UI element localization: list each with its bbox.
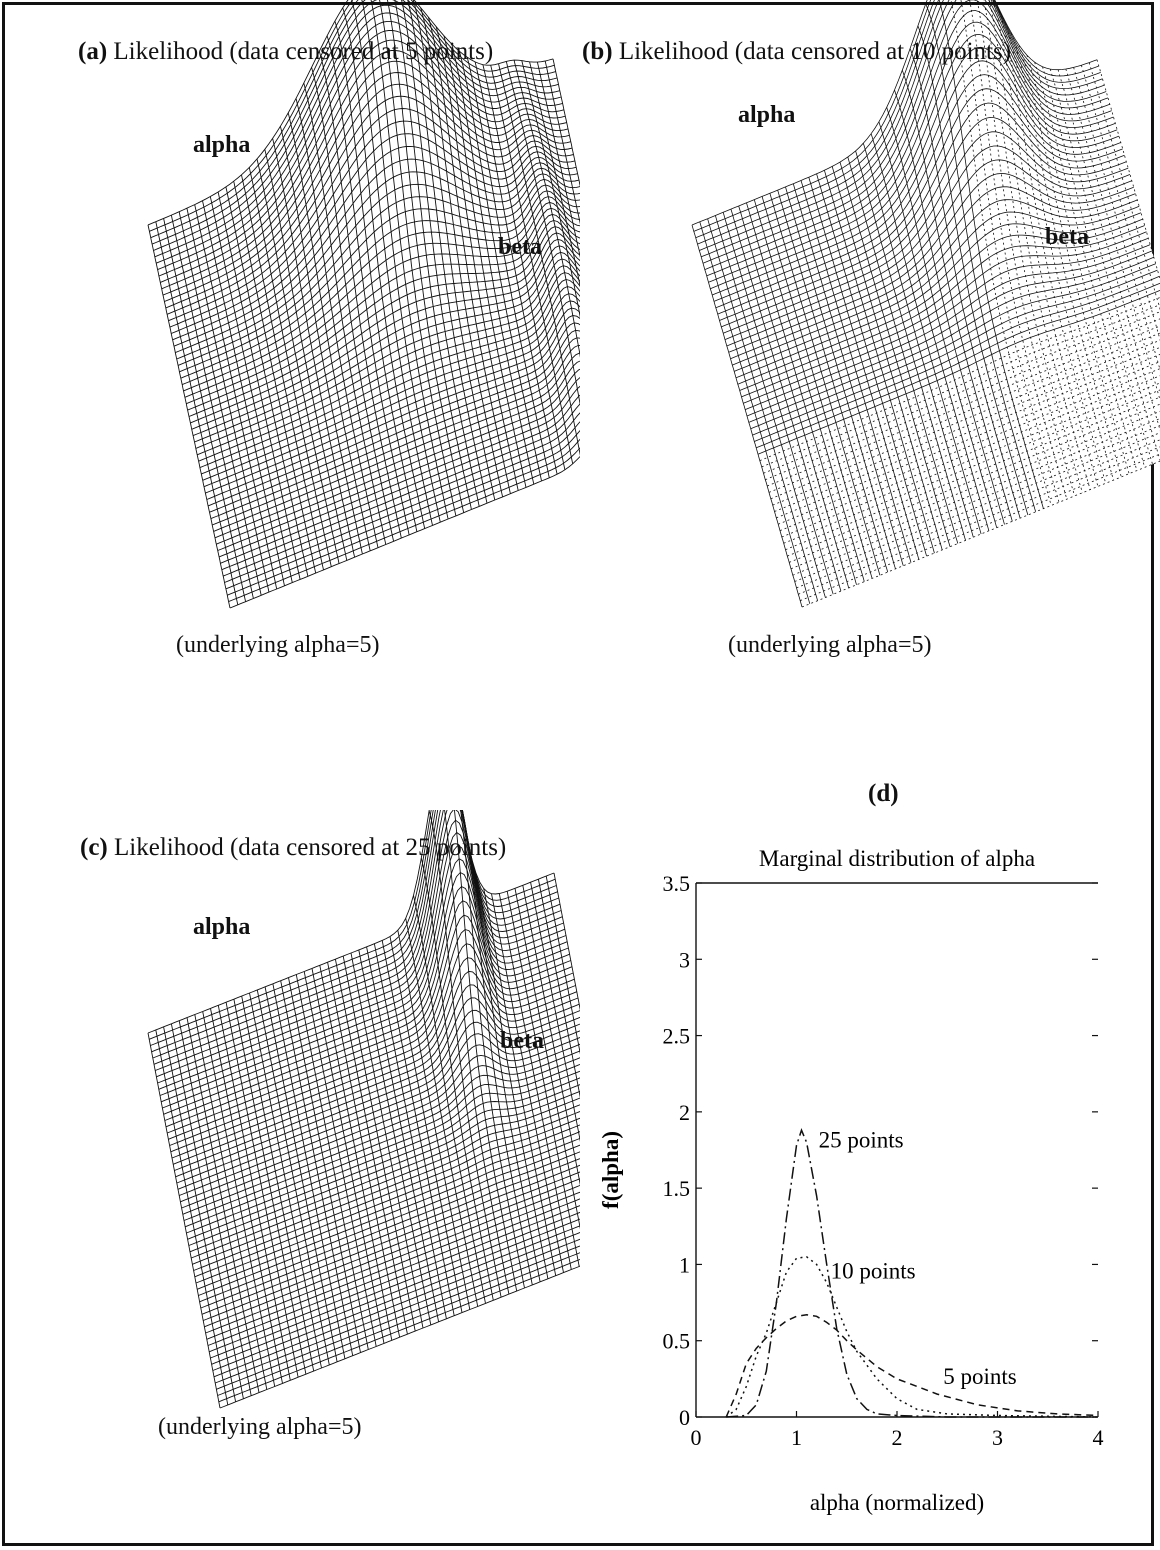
series-annotation: 25 points bbox=[819, 1127, 904, 1152]
panel-a-letter: (a) bbox=[78, 38, 108, 65]
x-tick-label: 4 bbox=[1093, 1425, 1104, 1450]
y-tick-label: 0 bbox=[679, 1405, 690, 1430]
panel-d: (d) Marginal distribution of alpha 0 0.5 1 1… bbox=[580, 780, 1160, 1550]
panel-b: (b) Likelihood (data censored at 10 poin… bbox=[580, 0, 1160, 720]
panel-a: (a) Likelihood (data censored at 5 point… bbox=[0, 0, 580, 720]
series-line-5-points bbox=[725, 1314, 1099, 1418]
panel-b-title-text: Likelihood (data censored at 10 points) bbox=[618, 38, 1012, 65]
chart-title: Marginal distribution of alpha bbox=[759, 846, 1035, 871]
panel-c-alpha-label: alpha bbox=[193, 914, 251, 940]
panel-c-note: (underlying alpha=5) bbox=[158, 1414, 362, 1440]
surface-plot-c bbox=[147, 810, 580, 1409]
surface-mesh bbox=[147, 810, 580, 1409]
panel-c: (c) Likelihood (data censored at 25 poin… bbox=[0, 810, 580, 1530]
series-annotation: 10 points bbox=[831, 1259, 916, 1284]
x-tick-label: 2 bbox=[892, 1425, 903, 1450]
surface-mesh bbox=[147, 0, 580, 609]
panel-b-alpha-label: alpha bbox=[738, 102, 796, 128]
panel-c-beta-label: beta bbox=[500, 1028, 544, 1054]
panel-b-note: (underlying alpha=5) bbox=[728, 632, 932, 658]
y-axis-label: f(alpha) bbox=[598, 1131, 623, 1209]
marginal-chart: Marginal distribution of alpha 0 0.5 1 1.5 2 2… bbox=[598, 846, 1104, 1515]
series-annotation: 5 points bbox=[943, 1364, 1017, 1389]
y-tick-label: 0.5 bbox=[663, 1329, 691, 1354]
panel-a-beta-label: beta bbox=[498, 234, 542, 260]
panel-d-letter: (d) bbox=[868, 780, 899, 807]
surface-plot-a bbox=[147, 0, 580, 609]
y-tick-label: 3 bbox=[679, 947, 690, 972]
series-line-25-points bbox=[726, 1128, 1098, 1418]
panel-b-title: (b) Likelihood (data censored at 10 poin… bbox=[582, 38, 1011, 66]
y-tick-label: 1.5 bbox=[663, 1176, 691, 1201]
panel-c-letter: (c) bbox=[80, 834, 108, 861]
y-tick-label: 1 bbox=[679, 1252, 690, 1277]
x-tick-label: 0 bbox=[691, 1425, 702, 1450]
surface-plot-b bbox=[691, 0, 1160, 608]
panel-a-note: (underlying alpha=5) bbox=[176, 632, 380, 658]
panel-a-alpha-label: alpha bbox=[193, 132, 251, 158]
panel-b-beta-label: beta bbox=[1045, 224, 1089, 250]
y-tick-label: 2 bbox=[679, 1100, 690, 1125]
x-axis-label: alpha (normalized) bbox=[810, 1490, 984, 1515]
panel-b-letter: (b) bbox=[582, 38, 613, 65]
y-tick-label: 3.5 bbox=[663, 871, 691, 896]
series-line-10-points bbox=[725, 1256, 1099, 1418]
x-tick-label: 3 bbox=[992, 1425, 1003, 1450]
x-tick-label: 1 bbox=[791, 1425, 802, 1450]
surface-mesh bbox=[691, 0, 1160, 608]
y-tick-label: 2.5 bbox=[663, 1024, 691, 1049]
